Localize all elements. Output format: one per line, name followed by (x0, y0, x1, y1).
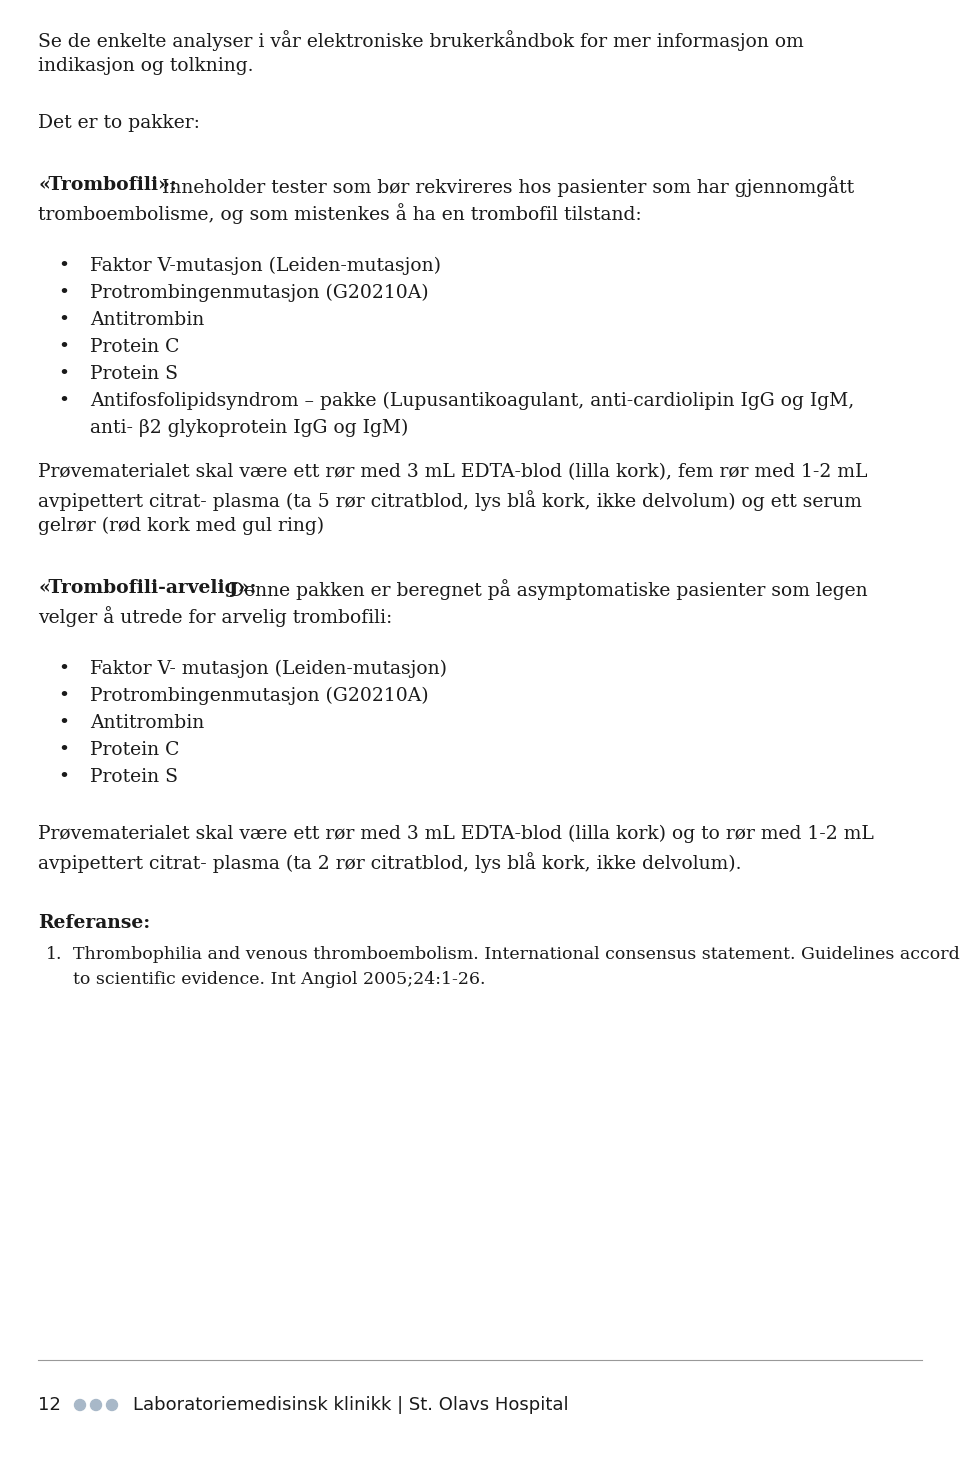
Text: •: • (58, 659, 69, 678)
Text: avpipettert citrat- plasma (ta 2 rør citratblod, lys blå kork, ikke delvolum).: avpipettert citrat- plasma (ta 2 rør cit… (38, 852, 741, 872)
Text: Prøvematerialet skal være ett rør med 3 mL EDTA-blod (lilla kork) og to rør med : Prøvematerialet skal være ett rør med 3 … (38, 824, 874, 843)
Text: Protein S: Protein S (90, 365, 178, 384)
Text: «Trombofili»:: «Trombofili»: (38, 177, 177, 194)
Text: •: • (58, 392, 69, 410)
Text: Det er to pakker:: Det er to pakker: (38, 114, 200, 131)
Text: 1.: 1. (46, 945, 62, 963)
Text: «Trombofili-arvelig»:: «Trombofili-arvelig»: (38, 579, 256, 597)
Text: Referanse:: Referanse: (38, 913, 151, 932)
Text: •: • (58, 285, 69, 302)
Text: •: • (58, 767, 69, 786)
Text: Antitrombin: Antitrombin (90, 713, 204, 732)
Text: Antifosfolipidsyndrom – pakke (Lupusantikoagulant, anti-cardiolipin IgG og IgM,: Antifosfolipidsyndrom – pakke (Lupusanti… (90, 392, 854, 410)
Text: •: • (58, 338, 69, 356)
Text: Inneholder tester som bør rekvireres hos pasienter som har gjennomgått: Inneholder tester som bør rekvireres hos… (156, 177, 854, 197)
Text: Se de enkelte analyser i vår elektroniske brukerkåndbok for mer informasjon om: Se de enkelte analyser i vår elektronisk… (38, 31, 804, 51)
Text: gelrør (rød kork med gul ring): gelrør (rød kork med gul ring) (38, 516, 324, 535)
Text: •: • (58, 687, 69, 705)
Text: anti- β2 glykoprotein IgG og IgM): anti- β2 glykoprotein IgG og IgM) (90, 419, 408, 438)
Text: velger å utrede for arvelig trombofili:: velger å utrede for arvelig trombofili: (38, 605, 393, 627)
Text: •: • (58, 311, 69, 328)
Text: tromboembolisme, og som mistenkes å ha en trombofil tilstand:: tromboembolisme, og som mistenkes å ha e… (38, 203, 641, 223)
Text: Protrombingenmutasjon (G20210A): Protrombingenmutasjon (G20210A) (90, 687, 428, 705)
Circle shape (107, 1399, 117, 1411)
Circle shape (75, 1399, 85, 1411)
Text: Protrombingenmutasjon (G20210A): Protrombingenmutasjon (G20210A) (90, 285, 428, 302)
Text: Prøvematerialet skal være ett rør med 3 mL EDTA-blod (lilla kork), fem rør med 1: Prøvematerialet skal være ett rør med 3 … (38, 463, 868, 481)
Text: to scientific evidence. Int Angiol 2005;24:1-26.: to scientific evidence. Int Angiol 2005;… (73, 972, 486, 988)
Text: •: • (58, 713, 69, 732)
Text: Antitrombin: Antitrombin (90, 311, 204, 328)
Text: •: • (58, 257, 69, 274)
Text: Protein C: Protein C (90, 741, 180, 759)
Circle shape (90, 1399, 102, 1411)
Text: avpipettert citrat- plasma (ta 5 rør citratblod, lys blå kork, ikke delvolum) og: avpipettert citrat- plasma (ta 5 rør cit… (38, 490, 862, 511)
Text: Denne pakken er beregnet på asymptomatiske pasienter som legen: Denne pakken er beregnet på asymptomatis… (223, 579, 868, 600)
Text: •: • (58, 365, 69, 384)
Text: •: • (58, 741, 69, 759)
Text: Laboratoriemedisinsk klinikk | St. Olavs Hospital: Laboratoriemedisinsk klinikk | St. Olavs… (133, 1396, 568, 1414)
Text: indikasjon og tolkning.: indikasjon og tolkning. (38, 57, 253, 74)
Text: Protein C: Protein C (90, 338, 180, 356)
Text: Thrombophilia and venous thromboembolism. International consensus statement. Gui: Thrombophilia and venous thromboembolism… (73, 945, 960, 963)
Text: Protein S: Protein S (90, 767, 178, 786)
Text: 12: 12 (38, 1396, 60, 1414)
Text: Faktor V-mutasjon (Leiden-mutasjon): Faktor V-mutasjon (Leiden-mutasjon) (90, 257, 441, 276)
Text: Faktor V- mutasjon (Leiden-mutasjon): Faktor V- mutasjon (Leiden-mutasjon) (90, 659, 447, 678)
